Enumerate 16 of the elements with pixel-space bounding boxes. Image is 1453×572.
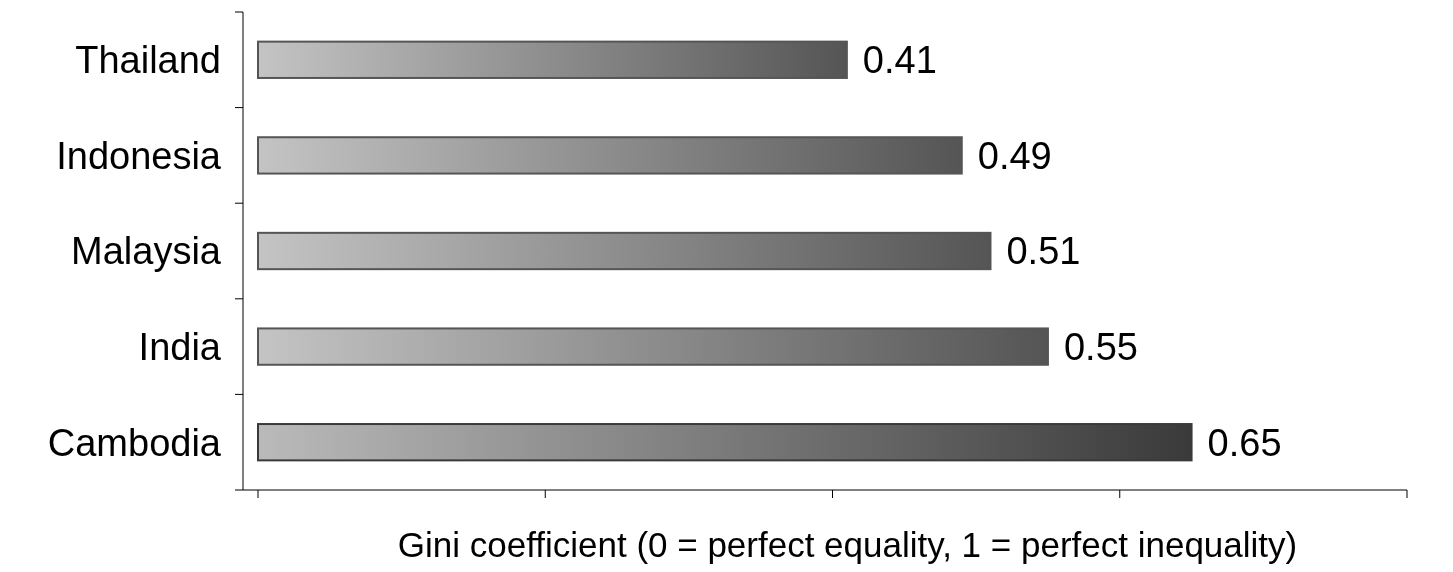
bar xyxy=(257,40,848,79)
data-label: 0.41 xyxy=(862,39,937,82)
bar xyxy=(257,231,992,271)
y-tick-label: Malaysia xyxy=(71,230,222,273)
y-tick-label: India xyxy=(138,325,222,368)
y-tick-label: Thailand xyxy=(75,39,221,82)
data-label: 0.51 xyxy=(1006,230,1081,273)
data-label: 0.65 xyxy=(1207,421,1282,464)
y-tick-label: Indonesia xyxy=(56,134,222,177)
data-label: 0.55 xyxy=(1063,325,1138,368)
bar xyxy=(257,423,1193,462)
y-tick-label: Cambodia xyxy=(47,421,222,464)
data-label: 0.49 xyxy=(977,134,1052,177)
bar xyxy=(257,136,963,175)
x-axis-title: Gini coefficient (0 = perfect equality, 1 = perfect inequality) xyxy=(397,525,1298,565)
bar xyxy=(257,327,1049,366)
